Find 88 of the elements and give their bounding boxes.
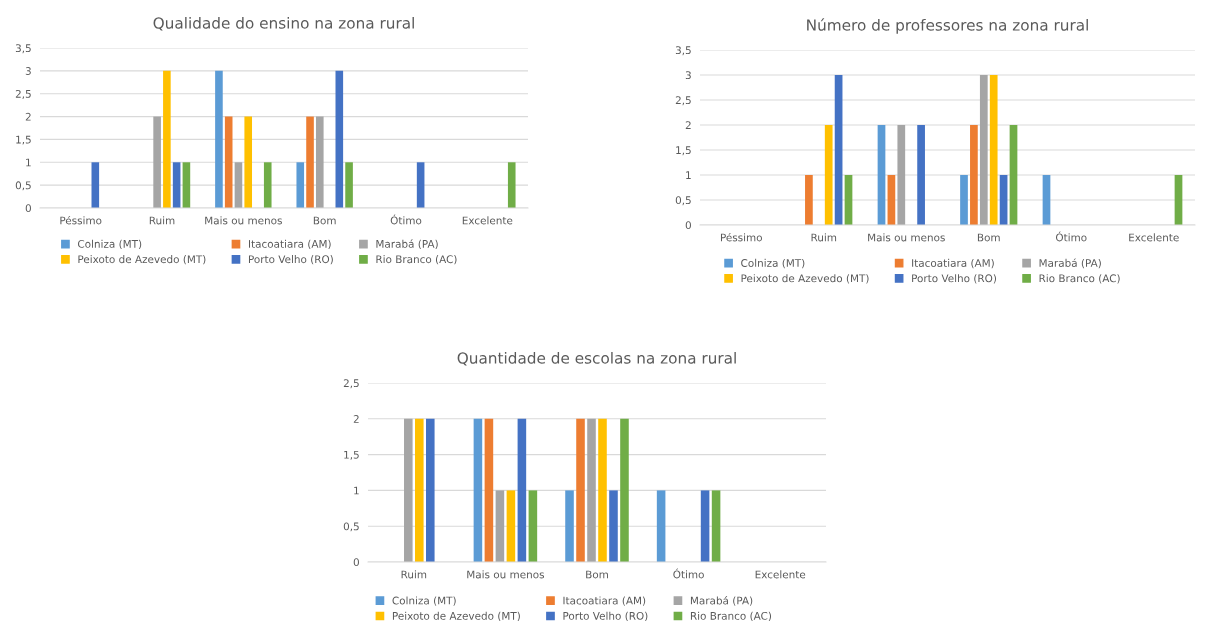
legend-label: Rio Branco (AC)	[1039, 274, 1120, 284]
bar	[91, 162, 100, 208]
y-tick-label: 3,5	[15, 44, 31, 54]
legend-label: Marabá (PA)	[1039, 258, 1101, 269]
x-tick-label: Excelente	[462, 216, 513, 225]
x-tick-label: Ruim	[149, 216, 175, 225]
x-tick-label: Bom	[586, 570, 608, 579]
bar	[917, 125, 925, 225]
bar	[163, 70, 171, 208]
bar	[215, 70, 223, 208]
y-tick-label: 1,5	[344, 450, 359, 460]
legend-label: Peixoto de Azevedo (MT)	[741, 274, 869, 284]
legend-label: Porto Velho (RO)	[563, 611, 648, 622]
y-tick-label: 3,5	[675, 46, 691, 56]
legend-label: Colniza (MT)	[392, 596, 456, 606]
chart-title: Qualidade do ensino na zona rural	[153, 16, 414, 31]
bar	[296, 162, 305, 208]
bar	[507, 162, 516, 208]
bar	[979, 75, 988, 225]
y-tick-label: 3	[685, 71, 691, 80]
y-tick-label: 1,5	[676, 146, 691, 156]
bar	[315, 116, 324, 208]
bar	[182, 162, 191, 208]
x-tick-label: Ótimo	[673, 568, 704, 579]
x-tick-label: Ruim	[401, 570, 427, 579]
chart-title: Quantidade de escolas na zona rural	[457, 351, 736, 366]
bar	[989, 75, 998, 225]
y-tick-label: 0,5	[343, 522, 359, 532]
bar	[224, 116, 233, 208]
bar	[897, 125, 906, 225]
y-tick-label: 0	[353, 558, 359, 567]
y-tick-label: 1	[354, 486, 359, 495]
x-tick-label: Mais ou menos	[205, 216, 282, 225]
x-tick-label: Péssimo	[720, 232, 762, 242]
legend-label: Porto Velho (RO)	[912, 274, 997, 284]
bar	[877, 125, 886, 225]
x-tick-label: Bom	[313, 216, 336, 225]
x-tick-label: Ótimo	[1055, 231, 1087, 242]
bar	[335, 70, 344, 208]
bar	[970, 125, 978, 225]
bar	[960, 175, 968, 225]
legend-label: Itacoatiara (AM)	[563, 596, 646, 606]
y-tick-label: 0	[25, 204, 31, 213]
y-tick-label: 2,5	[675, 96, 691, 106]
x-tick-label: Excelente	[1129, 233, 1179, 242]
y-tick-label: 2,5	[343, 379, 359, 389]
bar	[153, 116, 161, 208]
bar	[234, 162, 243, 208]
legend-label: Rio Branco (AC)	[690, 611, 772, 622]
y-tick-label: 0,5	[15, 181, 31, 191]
legend-label: Peixoto de Azevedo (MT)	[392, 611, 520, 622]
y-tick-label: 2,5	[15, 89, 31, 99]
x-tick-label: Péssimo	[60, 215, 102, 225]
bar	[1009, 125, 1018, 225]
y-tick-label: 2	[353, 415, 359, 423]
x-tick-label: Ótimo	[390, 214, 422, 225]
x-tick-label: Mais ou menos	[467, 570, 545, 579]
y-tick-label: 1	[26, 158, 31, 167]
y-tick-label: 3	[25, 67, 31, 75]
legend-label: Itacoatiara (AM)	[248, 239, 331, 250]
legend-label: Rio Branco (AC)	[376, 255, 457, 265]
bar	[824, 125, 833, 225]
bar	[834, 75, 843, 225]
legend-label: Peixoto de Azevedo (MT)	[78, 255, 206, 265]
y-tick-label: 2	[685, 121, 691, 129]
bar	[345, 162, 353, 208]
bar	[805, 175, 813, 225]
x-tick-label: Mais ou menos	[868, 233, 945, 242]
y-tick-label: 0	[685, 221, 691, 230]
y-tick-label: 1	[686, 171, 691, 179]
chart-title: Número de professores na zona rural	[807, 18, 1088, 34]
legend-label: Itacoatiara (AM)	[912, 258, 994, 269]
legend-label: Marabá (PA)	[690, 596, 753, 606]
x-tick-label: Bom	[977, 233, 1000, 242]
bar	[416, 162, 425, 208]
legend-label: Colniza (MT)	[741, 258, 805, 269]
y-tick-label: 0,5	[675, 196, 691, 206]
bar	[306, 116, 314, 208]
bar	[244, 116, 253, 208]
y-tick-label: 1,5	[16, 135, 31, 145]
legend-label: Porto Velho (RO)	[248, 255, 333, 265]
x-tick-label: Excelente	[755, 570, 806, 579]
y-tick-label: 2	[25, 112, 31, 121]
bar	[263, 162, 272, 208]
x-tick-label: Ruim	[811, 233, 837, 242]
bar	[172, 162, 181, 208]
legend-label: Marabá (PA)	[376, 239, 438, 250]
legend-label: Colniza (MT)	[78, 239, 142, 250]
